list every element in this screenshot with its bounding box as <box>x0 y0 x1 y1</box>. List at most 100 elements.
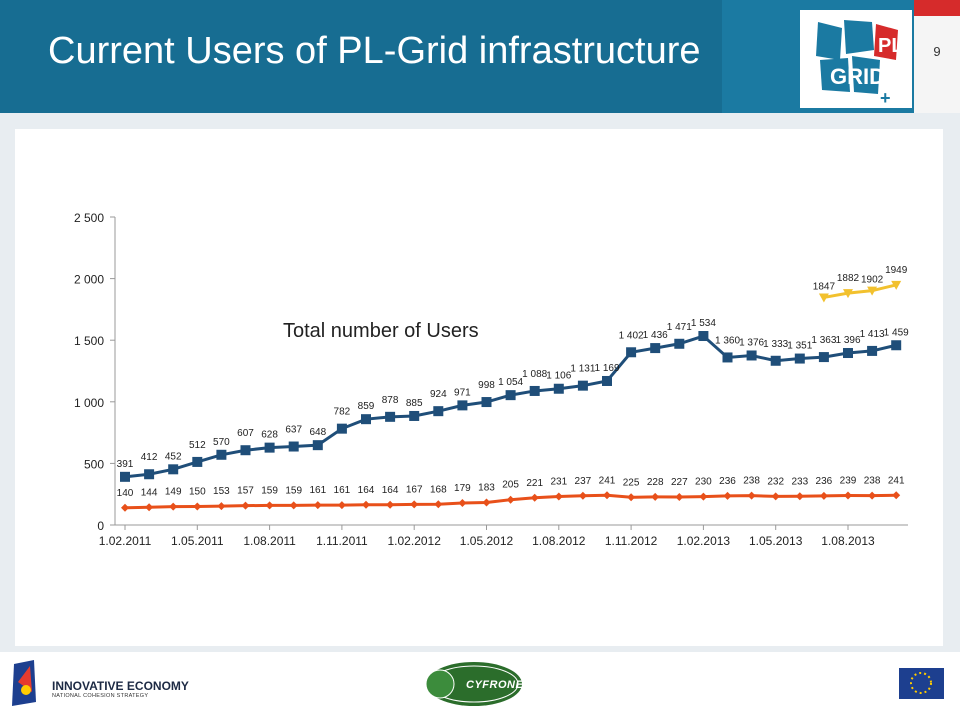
data-label: 227 <box>671 477 688 488</box>
series-line <box>823 283 897 299</box>
data-point-marker <box>747 491 756 500</box>
data-point-marker <box>554 492 563 501</box>
data-point-marker <box>193 502 202 511</box>
data-label: 205 <box>502 480 519 491</box>
data-point-marker <box>770 355 781 366</box>
y-tick-label: 500 <box>84 457 104 471</box>
page-number-accent <box>914 0 960 16</box>
x-tick-label: 1.05.2012 <box>460 534 514 548</box>
data-label: 237 <box>575 476 592 487</box>
data-label: 1 534 <box>691 318 716 329</box>
x-tick-label: 1.05.2013 <box>749 534 803 548</box>
data-label: 885 <box>406 398 423 409</box>
data-point-marker <box>529 385 540 396</box>
data-point-marker <box>843 348 853 359</box>
x-tick-label: 1.08.2011 <box>243 534 296 548</box>
data-point-marker <box>891 340 902 351</box>
slide-title: Current Users of PL-Grid infrastructure <box>48 30 701 72</box>
data-label: 157 <box>237 486 254 497</box>
data-label: 1 363 <box>811 335 836 346</box>
page-number: 9 <box>933 44 941 59</box>
data-label: 878 <box>382 395 399 406</box>
cyfronet-logo-icon <box>425 662 522 706</box>
y-tick-label: 0 <box>97 519 104 533</box>
data-label: 144 <box>141 487 158 498</box>
data-label: 637 <box>285 425 302 436</box>
data-label: 1 459 <box>884 327 909 338</box>
data-label: 1 376 <box>739 337 764 348</box>
data-point-marker <box>145 503 154 512</box>
data-label: 238 <box>864 476 881 487</box>
data-point-marker <box>337 501 346 510</box>
data-point-marker <box>627 493 636 502</box>
data-label: 228 <box>647 477 664 488</box>
data-point-marker <box>651 492 660 501</box>
data-point-marker <box>578 491 587 500</box>
data-point-marker <box>168 464 179 475</box>
data-label: 1 106 <box>546 371 571 382</box>
data-label: 570 <box>213 437 230 448</box>
data-label: 971 <box>454 387 471 398</box>
data-label: 998 <box>478 380 495 391</box>
data-label: 233 <box>791 476 808 487</box>
data-label: 1 351 <box>787 341 812 352</box>
data-point-marker <box>867 345 878 356</box>
data-point-marker <box>241 501 250 510</box>
data-label: 1949 <box>885 265 908 276</box>
chart-title: Total number of Users <box>283 320 479 342</box>
data-label: 167 <box>406 484 423 495</box>
data-point-marker <box>121 503 129 512</box>
data-point-marker <box>289 501 298 510</box>
data-point-marker <box>434 500 443 509</box>
data-label: 161 <box>334 485 351 496</box>
data-label: 140 <box>117 488 134 499</box>
data-point-marker <box>819 491 828 500</box>
data-point-marker <box>867 286 878 296</box>
data-point-marker <box>362 500 370 509</box>
cohesion-strategy-label: NATIONAL COHESION STRATEGY <box>52 693 149 699</box>
data-point-marker <box>457 400 468 411</box>
data-point-marker <box>409 410 420 421</box>
data-point-marker <box>844 491 852 500</box>
data-point-marker <box>120 471 130 482</box>
data-point-marker <box>169 502 178 511</box>
eu-flag-icon <box>899 668 944 699</box>
data-point-marker <box>433 406 444 417</box>
innovative-economy-label: INNOVATIVE ECONOMY <box>52 679 189 693</box>
plgrid-logo-icon: PL GRID + <box>816 20 904 108</box>
data-point-marker <box>217 502 226 511</box>
data-point-marker <box>675 493 684 502</box>
data-label: 1847 <box>813 281 836 292</box>
data-point-marker <box>602 375 612 386</box>
data-point-marker <box>192 456 203 467</box>
data-point-marker <box>650 343 661 354</box>
data-point-marker <box>577 380 588 391</box>
data-point-marker <box>795 492 804 501</box>
data-label: 231 <box>550 477 567 488</box>
data-label: 183 <box>478 482 495 493</box>
data-point-marker <box>818 352 829 363</box>
innovative-economy-icon <box>12 660 36 706</box>
x-tick-label: 1.02.2011 <box>99 534 152 548</box>
page-number-strip <box>914 0 960 113</box>
data-point-marker <box>240 445 251 456</box>
data-point-marker <box>771 492 780 501</box>
data-point-marker <box>481 397 492 408</box>
data-point-marker <box>410 500 419 509</box>
data-label: 225 <box>623 477 640 488</box>
x-tick-label: 1.11.2012 <box>605 534 658 548</box>
data-label: 1902 <box>861 275 884 286</box>
data-label: 1 413 <box>860 329 885 340</box>
data-point-marker <box>626 347 637 358</box>
data-label: 164 <box>382 485 399 496</box>
data-label: 391 <box>117 459 134 470</box>
data-point-marker <box>264 442 275 453</box>
data-point-marker <box>868 491 877 500</box>
data-point-marker <box>458 498 467 507</box>
x-tick-label: 1.11.2011 <box>316 534 368 548</box>
data-label: 512 <box>189 440 206 451</box>
data-point-marker <box>482 498 491 507</box>
data-label: 607 <box>237 428 254 439</box>
data-label: 241 <box>599 475 616 486</box>
data-label: 1 333 <box>763 339 788 350</box>
